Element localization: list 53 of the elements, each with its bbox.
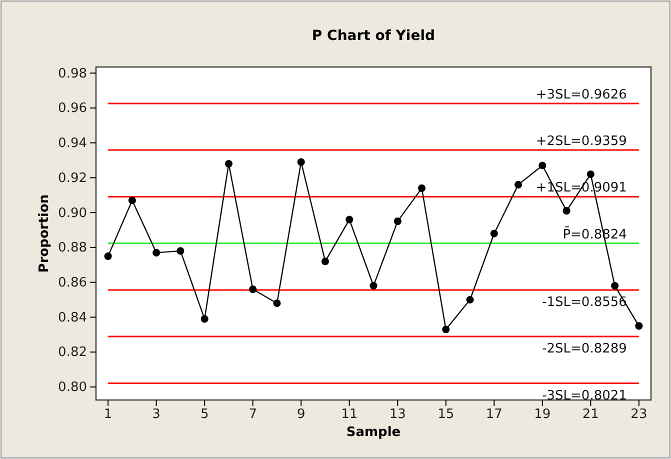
point: [249, 286, 257, 294]
point: [104, 252, 112, 260]
y-tick-label: 0.86: [58, 275, 87, 290]
point: [635, 322, 643, 330]
point: [370, 282, 378, 290]
y-tick-label: 0.88: [58, 240, 87, 256]
ref-line-label: +2SL=0.9359: [536, 134, 627, 149]
x-tick-label: 1: [104, 407, 112, 422]
x-tick-label: 15: [438, 407, 454, 422]
x-tick-label: 19: [534, 407, 551, 422]
x-tick-label: 11: [341, 407, 358, 422]
point: [611, 282, 619, 290]
x-tick-label: 5: [200, 407, 209, 422]
point: [394, 218, 402, 226]
point: [128, 196, 136, 204]
x-tick-label: 17: [486, 407, 502, 422]
chart-title: P Chart of Yield: [312, 28, 436, 44]
x-tick-label: 23: [630, 407, 648, 422]
y-tick-label: 0.80: [58, 380, 87, 396]
ref-line-label: -2SL=0.8289: [542, 342, 627, 357]
point: [538, 162, 546, 170]
y-tick-label: 0.82: [58, 345, 87, 360]
point: [321, 258, 330, 266]
x-tick-label: 13: [389, 407, 406, 422]
y-axis-title: Proportion: [37, 194, 52, 273]
point: [562, 207, 570, 215]
point: [176, 247, 184, 255]
x-axis-title: Sample: [346, 425, 401, 440]
ref-line-label: -3SL=0.8021: [542, 388, 627, 404]
point: [442, 326, 450, 334]
point: [490, 230, 498, 238]
point: [418, 184, 426, 192]
x-tick-label: 21: [582, 407, 599, 422]
y-tick-label: 0.98: [58, 66, 87, 82]
point: [200, 315, 208, 323]
point: [346, 216, 354, 224]
ref-line-label: +3SL=0.9626: [536, 87, 627, 102]
y-tick-label: 0.96: [58, 101, 87, 116]
point: [297, 158, 305, 166]
y-tick-label: 0.92: [58, 170, 87, 186]
x-tick-label: 9: [296, 407, 306, 422]
point: [152, 248, 160, 256]
point: [586, 170, 594, 178]
x-tick-label: 3: [152, 407, 160, 422]
y-tick-label: 0.84: [58, 310, 87, 326]
y-tick-label: 0.90: [58, 206, 87, 221]
point: [273, 299, 281, 308]
x-tick-label: 7: [248, 407, 257, 422]
y-tick-label: 0.94: [58, 136, 87, 151]
point: [224, 160, 232, 168]
ref-line-label: -1SL=0.8556: [542, 294, 627, 310]
point: [514, 180, 522, 188]
point: [466, 296, 474, 304]
